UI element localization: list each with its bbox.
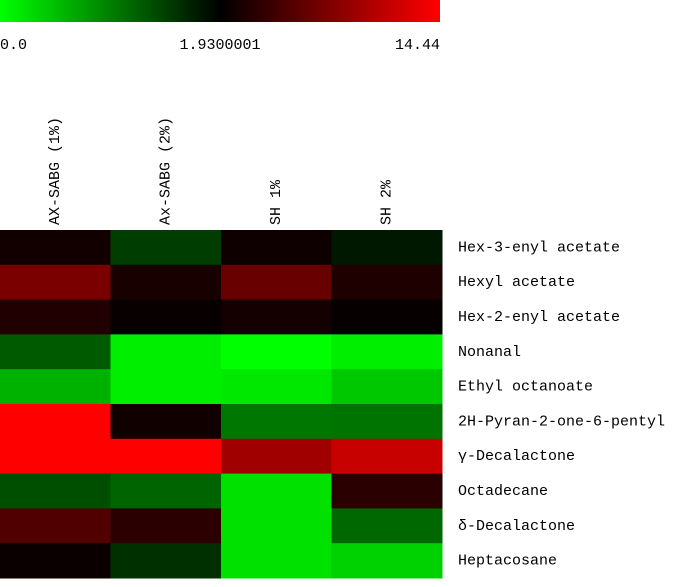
heatmap-cell: [221, 543, 332, 579]
colorbar: [0, 0, 440, 22]
row-label: Nonanal: [458, 344, 521, 361]
heatmap-cell: [0, 404, 111, 440]
heatmap-cell: [331, 543, 443, 579]
column-label: Ax-SABG (2%): [158, 117, 175, 225]
heatmap-cell: [331, 369, 443, 405]
heatmap-cell: [331, 508, 443, 544]
heatmap-cell: [221, 473, 332, 509]
heatmap-cell: [110, 508, 222, 544]
colorbar-tick-label: 1.9300001: [179, 37, 260, 54]
row-label: Ethyl octanoate: [458, 379, 593, 396]
heatmap-cell: [221, 369, 332, 405]
heatmap-cell: [110, 230, 222, 266]
heatmap-cell: [110, 369, 222, 405]
heatmap-cell: [221, 264, 332, 301]
row-label: Hexyl acetate: [458, 274, 575, 291]
heatmap-cell: [0, 230, 111, 266]
heatmap-cell: [331, 299, 443, 335]
heatmap-cell: [0, 508, 111, 544]
heatmap-cell: [110, 264, 222, 301]
heatmap-cell: [0, 543, 111, 579]
heatmap-cell: [331, 334, 443, 370]
row-label: δ-Decalactone: [458, 518, 575, 535]
row-label: Octadecane: [458, 483, 548, 500]
heatmap-cell: [0, 438, 111, 475]
column-label: SH 1%: [268, 179, 285, 225]
heatmap-cell: [221, 404, 332, 440]
heatmap-cell: [110, 404, 222, 440]
heatmap-cell: [331, 264, 443, 301]
heatmap-cell: [221, 334, 332, 370]
heatmap-cell: [110, 299, 222, 335]
colorbar-tick-label: 0.0: [0, 37, 27, 54]
row-label: Hex-2-enyl acetate: [458, 309, 620, 326]
heatmap-cell: [0, 264, 111, 301]
column-label: AX-SABG (1%): [47, 117, 64, 225]
row-label: γ-Decalactone: [458, 448, 575, 465]
row-label: Hex-3-enyl acetate: [458, 239, 620, 256]
column-label: SH 2%: [379, 179, 396, 225]
heatmap-cell: [221, 508, 332, 544]
heatmap-cell: [110, 473, 222, 509]
row-label: 2H-Pyran-2-one-6-pentyl: [458, 413, 665, 430]
colorbar-tick-label: 14.44: [395, 37, 440, 54]
heatmap-cell: [0, 299, 111, 335]
heatmap-cell: [110, 334, 222, 370]
heatmap-cell: [221, 299, 332, 335]
heatmap-cell: [221, 230, 332, 266]
heatmap-cell: [221, 438, 332, 475]
heatmap-cell: [331, 230, 443, 266]
heatmap-cell: [110, 543, 222, 579]
heatmap-cell: [331, 404, 443, 440]
heatmap-cell: [0, 334, 111, 370]
heatmap-cell: [331, 438, 443, 475]
heatmap-cell: [0, 473, 111, 509]
heatmap-cell: [110, 438, 222, 475]
heatmap-cell: [331, 473, 443, 509]
heatmap-cell: [0, 369, 111, 405]
row-label: Heptacosane: [458, 553, 557, 570]
